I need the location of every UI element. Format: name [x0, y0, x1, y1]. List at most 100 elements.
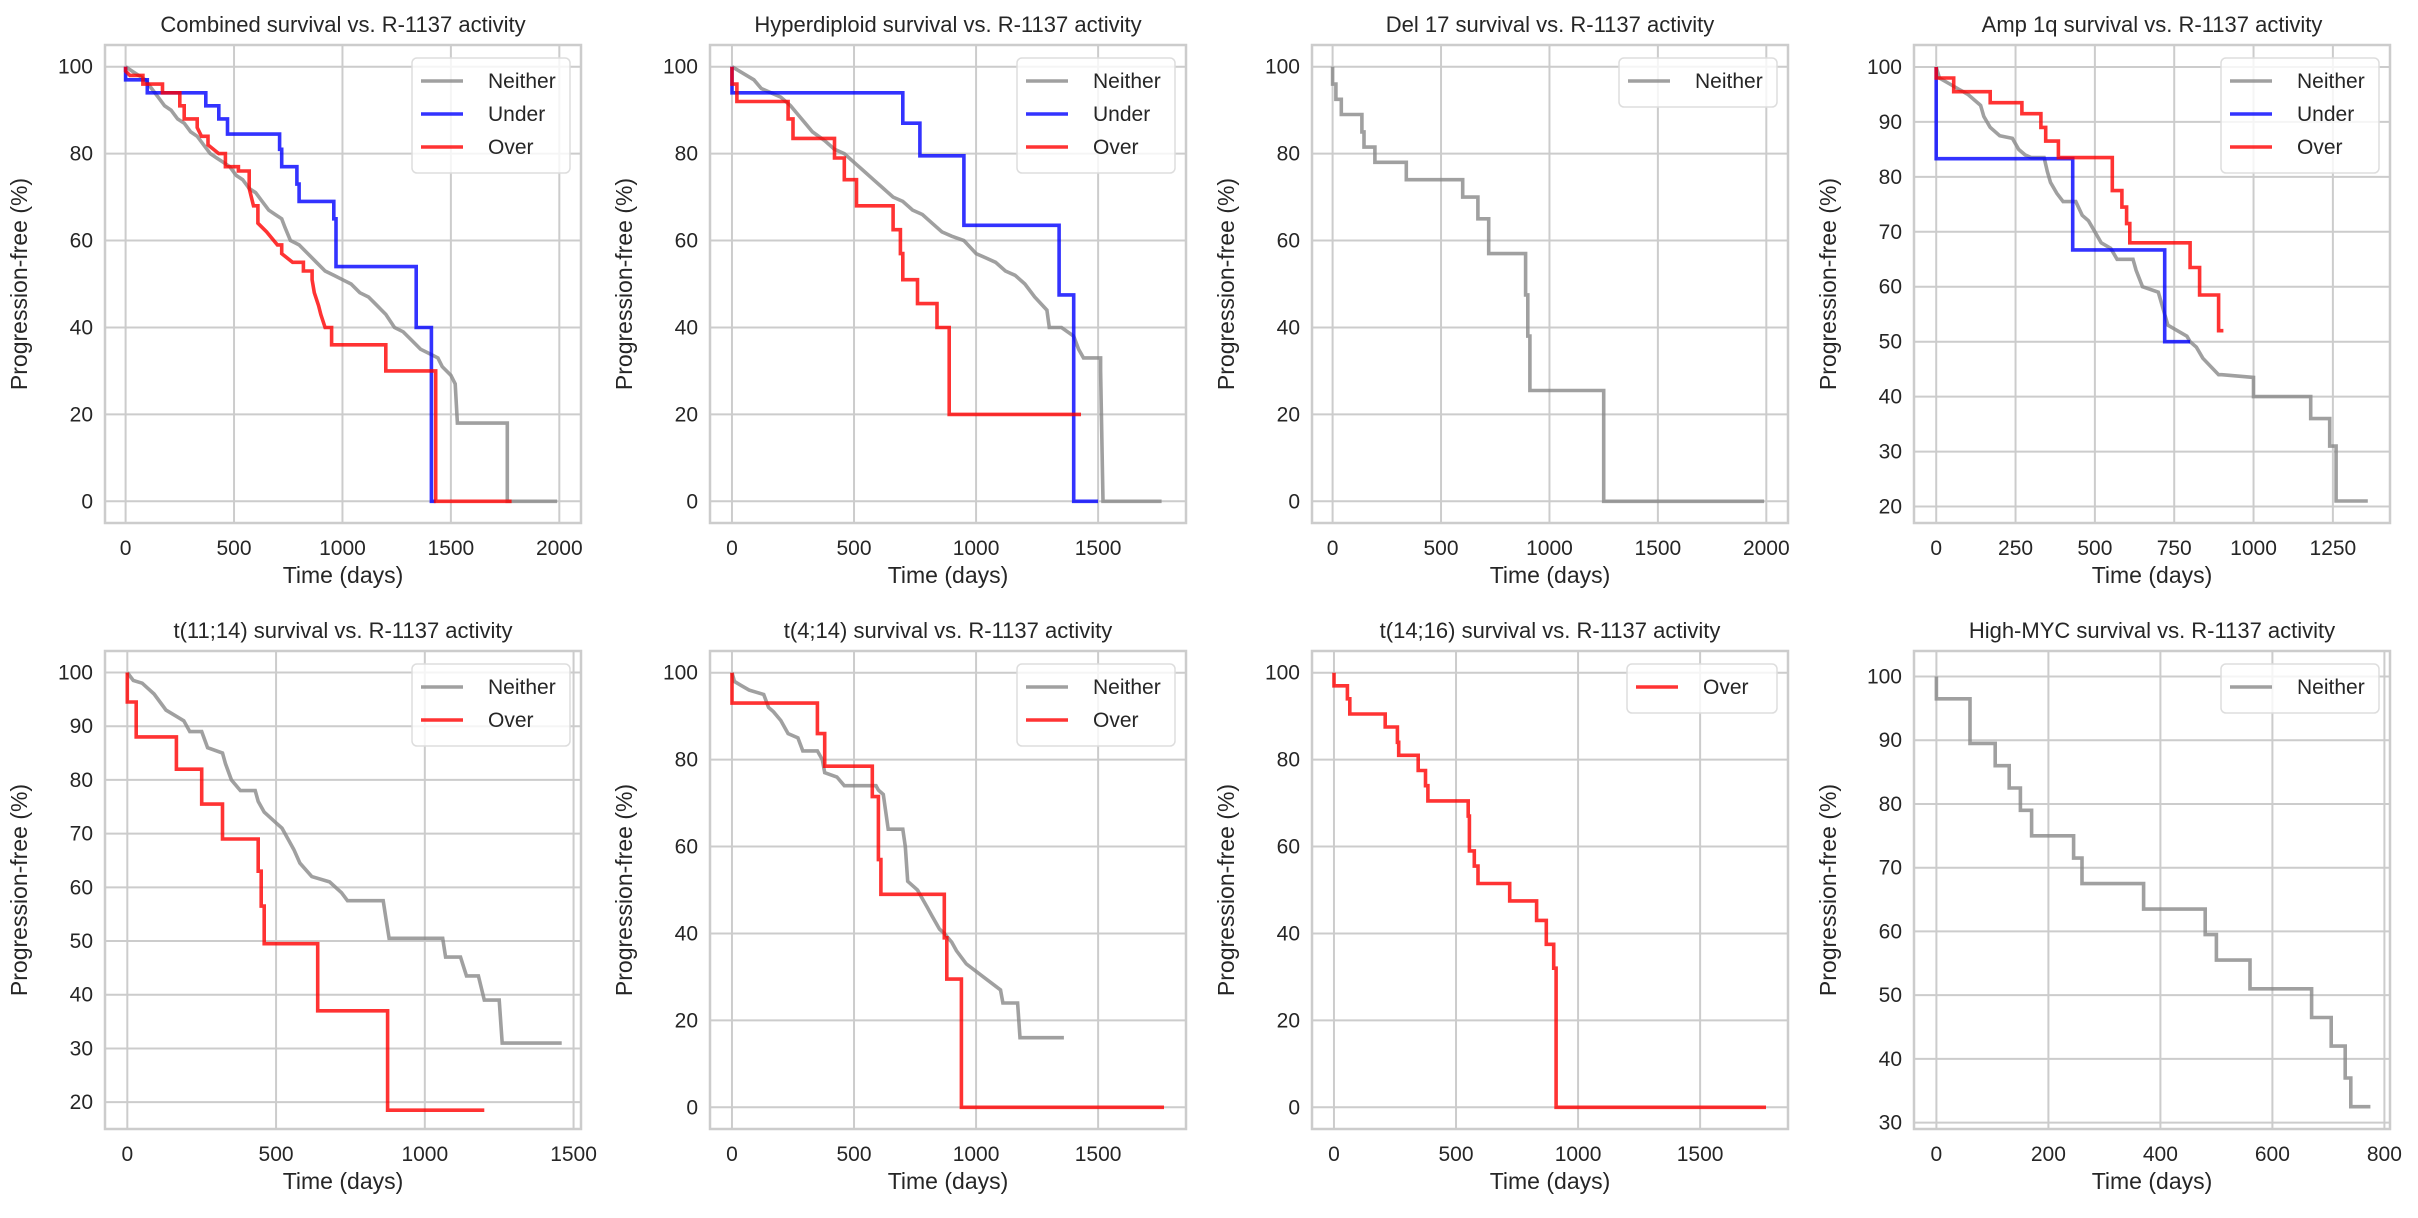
plot-frame: [1912, 649, 2392, 1131]
x-tick-label: 1000: [319, 537, 366, 560]
legend: Over: [1626, 663, 1778, 714]
series-line-neither: [125, 671, 562, 1045]
y-tick-label: 60: [1879, 276, 1902, 299]
series-line-under: [1934, 67, 2191, 344]
series-group: [730, 65, 1162, 504]
legend-label: Under: [488, 103, 545, 126]
x-tick-label: 1500: [1635, 537, 1682, 560]
x-tick-label: 1000: [1526, 537, 1573, 560]
legend-label: Over: [1093, 136, 1139, 159]
x-tick-label: 800: [2367, 1143, 2402, 1166]
series-line-neither: [731, 65, 1162, 504]
gridlines: [1914, 651, 2390, 1129]
series-group: [125, 671, 562, 1112]
legend-label: Over: [1703, 676, 1749, 699]
legend-box: [411, 57, 571, 174]
series-group: [1934, 676, 2371, 1109]
x-tick-label: 500: [1424, 537, 1459, 560]
x-tick-label: 1500: [1677, 1143, 1724, 1166]
legend-box: [1626, 663, 1778, 714]
plot-frame: [1912, 43, 2392, 525]
x-tick-label: 0: [120, 537, 132, 560]
legend-item-neither: Neither: [2230, 676, 2365, 699]
x-tick-label: 250: [1998, 537, 2033, 560]
x-tick-label: 1250: [2310, 537, 2357, 560]
x-tick-label: 2000: [536, 537, 583, 560]
legend-label: Neither: [1695, 70, 1763, 93]
y-tick-label: 80: [1879, 166, 1902, 189]
legend-item-over: Over: [421, 136, 534, 159]
y-tick-label: 0: [81, 490, 93, 513]
plot-frame: [1310, 43, 1790, 525]
y-tick-label: 40: [70, 984, 93, 1007]
series-line-under: [730, 66, 1099, 504]
y-tick-label: 70: [70, 823, 93, 846]
y-axis-label: Progression-free (%): [6, 178, 32, 390]
legend-label: Neither: [488, 676, 556, 699]
y-axis-label: Progression-free (%): [6, 784, 32, 996]
x-tick-label: 500: [217, 537, 252, 560]
subplot-2: Hyperdiploid survival vs. R-1137 activit…: [611, 12, 1188, 588]
x-tick-label: 1500: [1075, 537, 1122, 560]
x-tick-label: 0: [1327, 537, 1339, 560]
legend-item-under: Under: [2230, 103, 2354, 126]
y-tick-label: 20: [1277, 1009, 1300, 1032]
y-tick-label: 0: [1288, 1096, 1300, 1119]
legend-item-under: Under: [1026, 103, 1150, 126]
plot-frame: [708, 43, 1188, 525]
x-tick-label: 0: [1328, 1143, 1340, 1166]
x-axis-label: Time (days): [2092, 562, 2213, 588]
subplot-7: t(14;16) survival vs. R-1137 activity 0 50…: [1213, 618, 1790, 1194]
x-axis-label: Time (days): [283, 1168, 404, 1194]
legend-item-neither: Neither: [1628, 70, 1763, 93]
legend-item-neither: Neither: [421, 70, 556, 93]
plot-frame: [1310, 649, 1790, 1131]
legend: Neither Over: [411, 663, 571, 747]
gridlines: [1312, 45, 1788, 523]
subplot-5: t(11;14) survival vs. R-1137 activity 0 50…: [6, 618, 597, 1194]
x-tick-label: 200: [2031, 1143, 2066, 1166]
y-tick-label: 100: [1867, 665, 1902, 688]
legend-box: [2220, 663, 2380, 714]
y-tick-label: 20: [1879, 496, 1902, 519]
x-tick-label: 400: [2143, 1143, 2178, 1166]
legend-label: Over: [2297, 136, 2343, 159]
y-tick-label: 50: [70, 930, 93, 953]
series-line-neither: [124, 65, 558, 504]
y-tick-label: 20: [70, 1091, 93, 1114]
series-group: [1934, 66, 2368, 503]
x-tick-label: 500: [259, 1143, 294, 1166]
series-group: [1332, 672, 1766, 1110]
y-tick-label: 100: [1867, 56, 1902, 79]
legend-label: Neither: [1093, 70, 1161, 93]
y-tick-label: 60: [70, 876, 93, 899]
x-axis-label: Time (days): [1490, 562, 1611, 588]
y-axis-label: Progression-free (%): [1213, 178, 1239, 390]
legend-item-over: Over: [1636, 676, 1749, 699]
y-tick-label: 80: [1879, 793, 1902, 816]
y-tick-label: 40: [1277, 316, 1300, 339]
x-axis-label: Time (days): [2092, 1168, 2213, 1194]
y-tick-label: 70: [1879, 857, 1902, 880]
subplot-title: Del 17 survival vs. R-1137 activity: [1386, 12, 1715, 37]
y-axis-label: Progression-free (%): [611, 784, 637, 996]
y-tick-label: 60: [675, 836, 698, 859]
y-tick-label: 30: [70, 1037, 93, 1060]
legend: Neither: [1618, 57, 1778, 108]
series-line-neither: [1934, 676, 2371, 1109]
legend: Neither: [2220, 663, 2380, 714]
x-tick-label: 1000: [953, 1143, 1000, 1166]
series-line-over: [730, 66, 1081, 417]
y-tick-label: 40: [675, 922, 698, 945]
subplot-4: Amp 1q survival vs. R-1137 activity 0 250 5…: [1815, 12, 2392, 588]
subplot-title: Combined survival vs. R-1137 activity: [160, 12, 525, 37]
y-tick-label: 20: [1277, 403, 1300, 426]
plot-frame: [103, 43, 583, 525]
y-tick-label: 30: [1879, 1112, 1902, 1135]
y-tick-label: 0: [1288, 490, 1300, 513]
x-axis-label: Time (days): [888, 562, 1009, 588]
y-tick-label: 100: [663, 56, 698, 79]
legend: Neither Under Over: [2220, 57, 2380, 174]
y-tick-label: 60: [1277, 230, 1300, 253]
x-tick-label: 500: [836, 1143, 871, 1166]
